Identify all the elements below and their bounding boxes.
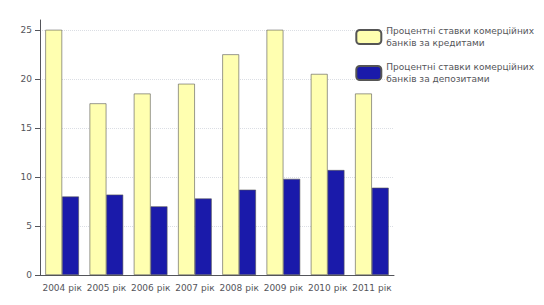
svg-text:2010 рік: 2010 рік [308, 283, 348, 293]
svg-text:банків за кредитами: банків за кредитами [386, 38, 485, 48]
svg-text:15: 15 [21, 123, 32, 133]
svg-text:10: 10 [21, 172, 33, 182]
svg-text:2009 рік: 2009 рік [264, 283, 304, 293]
svg-text:5: 5 [26, 221, 32, 231]
svg-text:Процентні ставки комерційних: Процентні ставки комерційних [386, 26, 534, 36]
svg-text:Процентні ставки комерційних: Процентні ставки комерційних [386, 62, 534, 72]
svg-text:2007 рік: 2007 рік [175, 283, 215, 293]
svg-text:0: 0 [26, 270, 32, 280]
svg-text:2008 рік: 2008 рік [219, 283, 259, 293]
svg-text:2011 рік: 2011 рік [352, 283, 392, 293]
svg-text:20: 20 [21, 74, 33, 84]
svg-text:25: 25 [21, 25, 32, 35]
svg-text:2006 рік: 2006 рік [131, 283, 171, 293]
svg-text:2005 рік: 2005 рік [87, 283, 127, 293]
svg-text:банків за депозитами: банків за депозитами [386, 74, 490, 84]
svg-text:2004 рік: 2004 рік [42, 283, 82, 293]
